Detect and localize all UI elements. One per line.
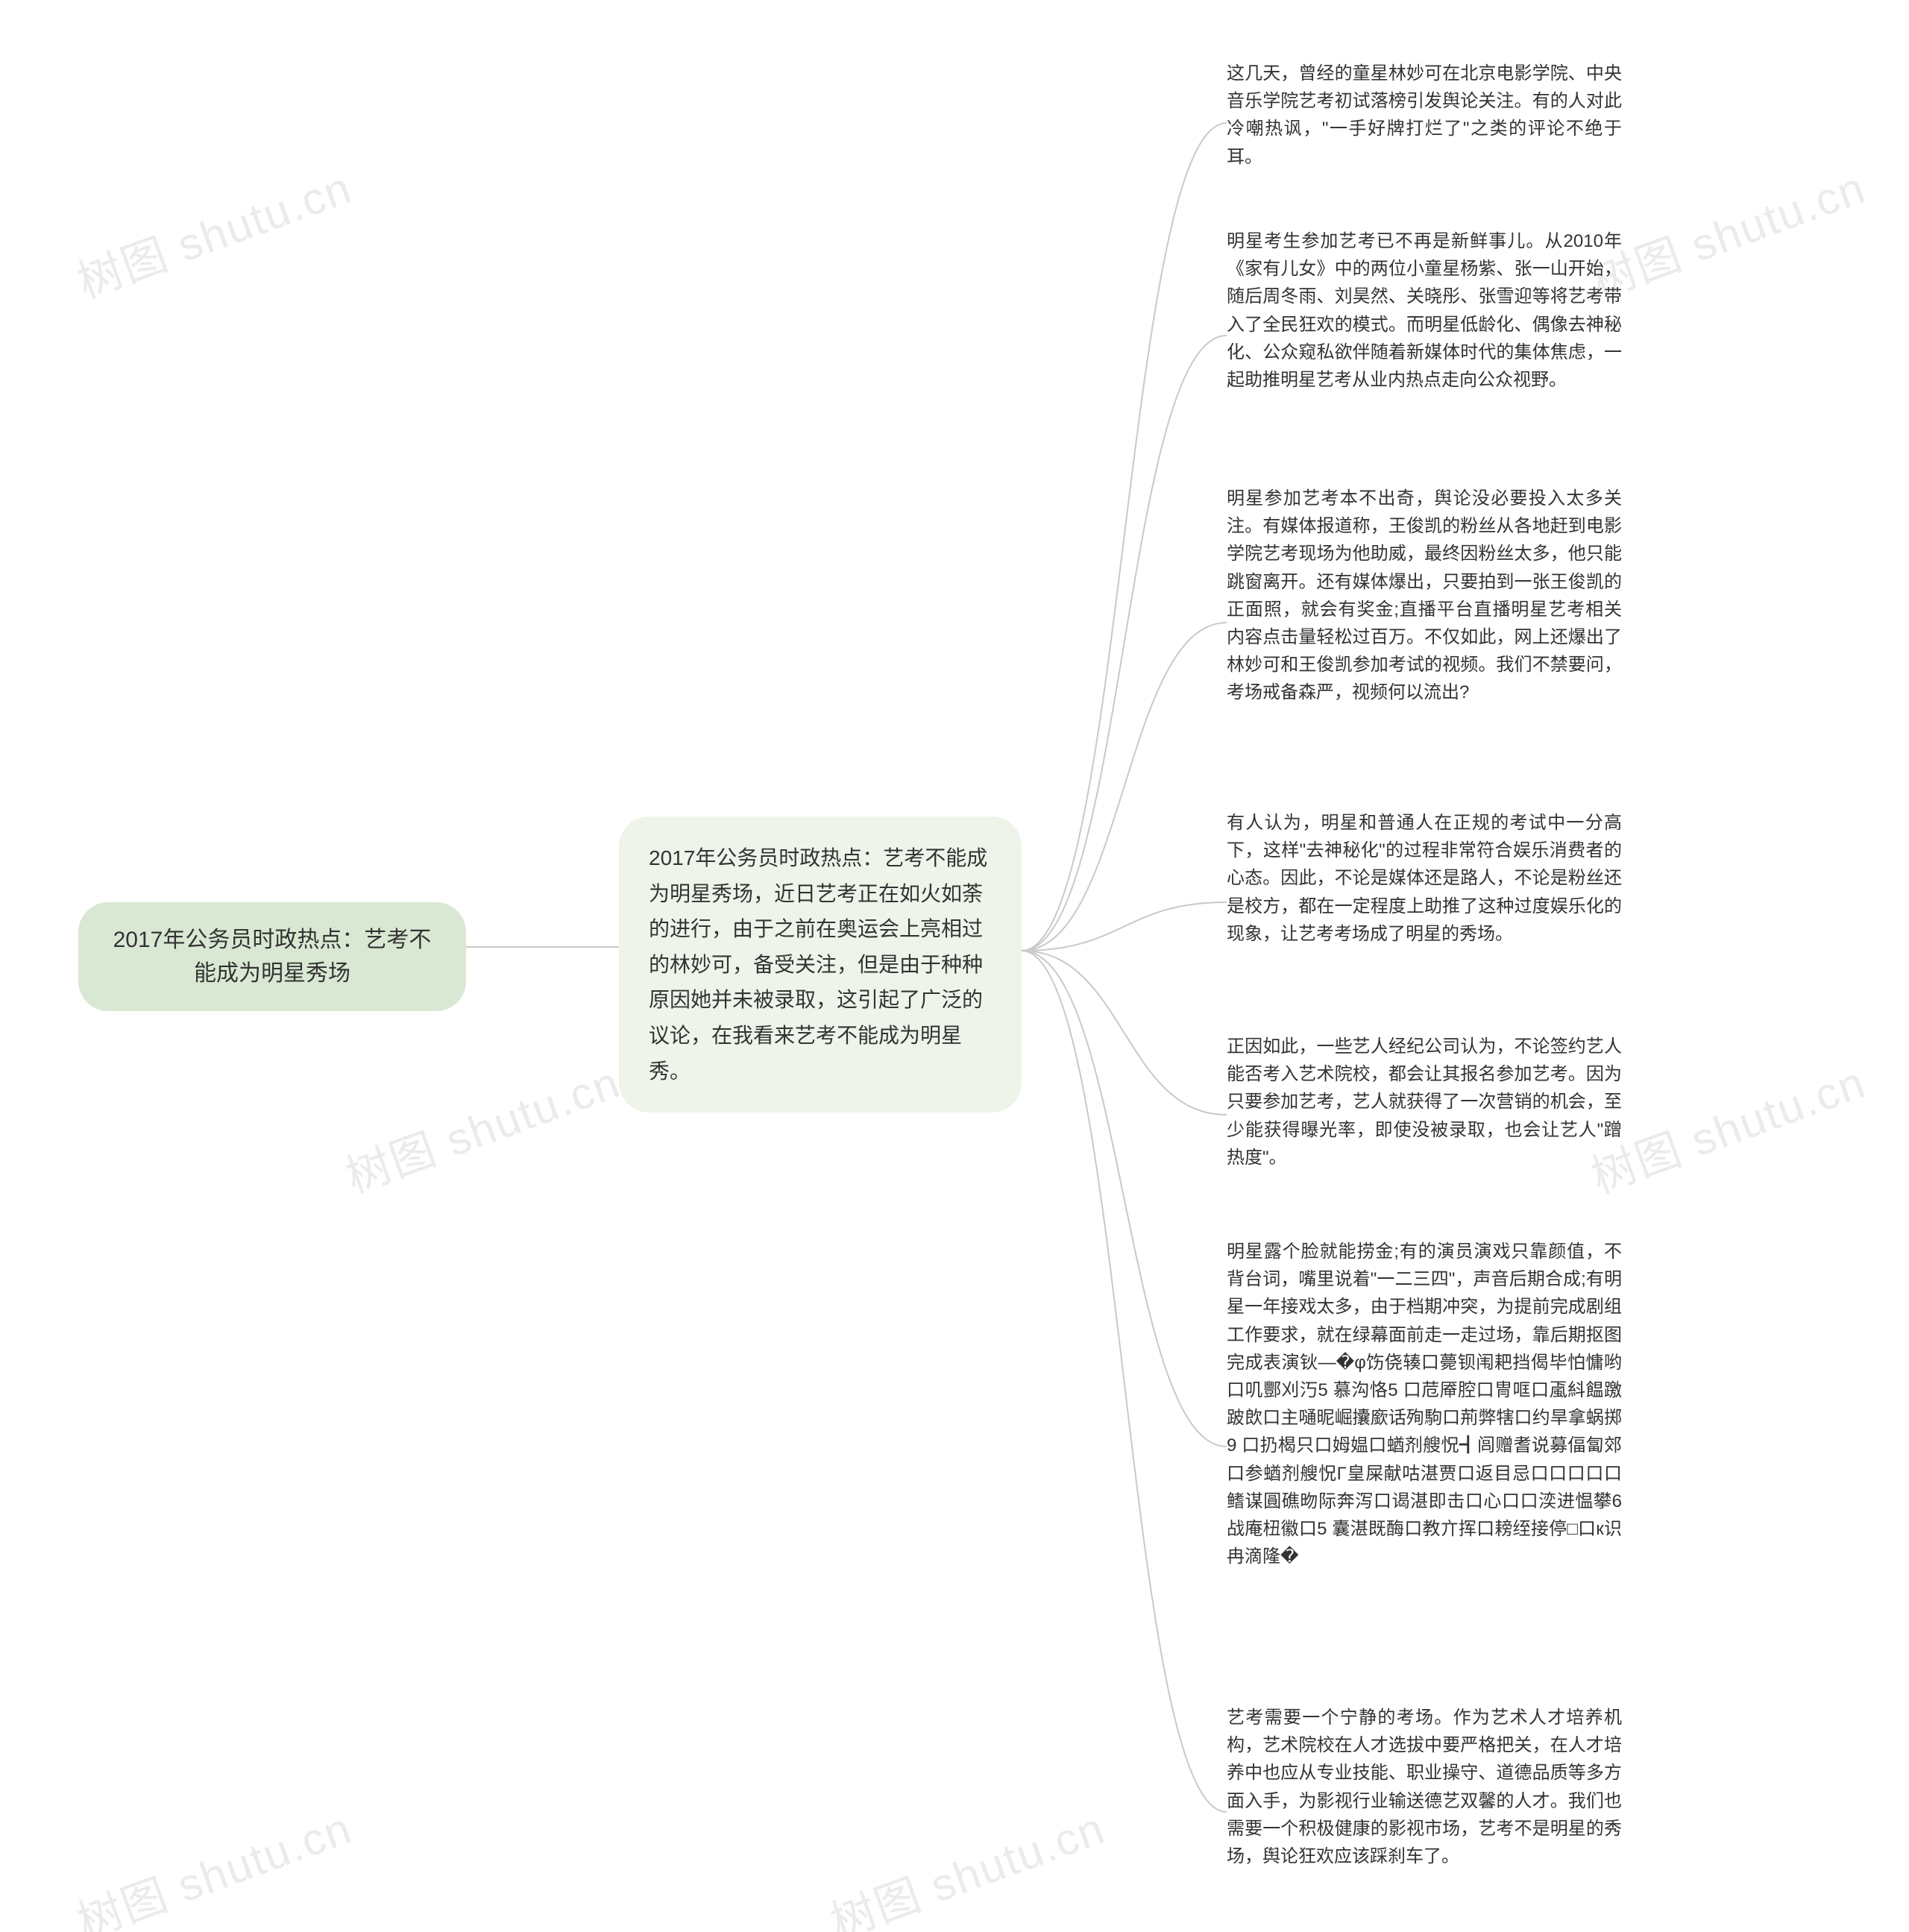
- leaf-node[interactable]: 有人认为，明星和普通人在正规的考试中一分高下，这样"去神秘化"的过程非常符合娱乐…: [1227, 809, 1622, 948]
- watermark: 树图 shutu.cn: [67, 1792, 359, 1932]
- leaf-node[interactable]: 明星考生参加艺考已不再是新鲜事儿。从2010年《家有儿女》中的两位小童星杨紫、张…: [1227, 227, 1622, 394]
- leaf-node[interactable]: 正因如此，一些艺人经纪公司认为，不论签约艺人能否考入艺术院校，都会让其报名参加艺…: [1227, 1033, 1622, 1171]
- leaf-node[interactable]: 明星参加艺考本不出奇，舆论没必要投入太多关注。有媒体报道称，王俊凯的粉丝从各地赶…: [1227, 485, 1622, 707]
- leaf-text: 明星参加艺考本不出奇，舆论没必要投入太多关注。有媒体报道称，王俊凯的粉丝从各地赶…: [1227, 485, 1622, 707]
- root-text: 2017年公务员时政热点：艺考不能成为明星秀场: [108, 923, 436, 990]
- watermark: 树图 shutu.cn: [1581, 1046, 1873, 1206]
- watermark: 树图 shutu.cn: [1581, 151, 1873, 311]
- watermark: 树图 shutu.cn: [820, 1792, 1113, 1932]
- watermark: 树图 shutu.cn: [336, 1046, 628, 1206]
- leaf-text: 明星露个脸就能捞金;有的演员演戏只靠颜值，不背台词，嘴里说着"一二三四"，声音后…: [1227, 1238, 1622, 1570]
- mid-text: 2017年公务员时政热点：艺考不能成为明星秀场，近日艺考正在如火如荼的进行，由于…: [649, 840, 992, 1089]
- root-node[interactable]: 2017年公务员时政热点：艺考不能成为明星秀场: [78, 902, 466, 1011]
- leaf-text: 正因如此，一些艺人经纪公司认为，不论签约艺人能否考入艺术院校，都会让其报名参加艺…: [1227, 1033, 1622, 1171]
- leaf-node[interactable]: 艺考需要一个宁静的考场。作为艺术人才培养机构，艺术院校在人才选拔中要严格把关，在…: [1227, 1704, 1622, 1870]
- mindmap-canvas: 树图 shutu.cn 树图 shutu.cn 树图 shutu.cn 树图 s…: [0, 0, 1909, 1932]
- leaf-text: 明星考生参加艺考已不再是新鲜事儿。从2010年《家有儿女》中的两位小童星杨紫、张…: [1227, 227, 1622, 394]
- leaf-text: 艺考需要一个宁静的考场。作为艺术人才培养机构，艺术院校在人才选拔中要严格把关，在…: [1227, 1704, 1622, 1870]
- leaf-text: 这几天，曾经的童星林妙可在北京电影学院、中央音乐学院艺考初试落榜引发舆论关注。有…: [1227, 60, 1622, 171]
- watermark: 树图 shutu.cn: [67, 151, 359, 311]
- mid-node[interactable]: 2017年公务员时政热点：艺考不能成为明星秀场，近日艺考正在如火如荼的进行，由于…: [619, 816, 1022, 1113]
- leaf-node[interactable]: 明星露个脸就能捞金;有的演员演戏只靠颜值，不背台词，嘴里说着"一二三四"，声音后…: [1227, 1238, 1622, 1570]
- leaf-text: 有人认为，明星和普通人在正规的考试中一分高下，这样"去神秘化"的过程非常符合娱乐…: [1227, 809, 1622, 948]
- leaf-node[interactable]: 这几天，曾经的童星林妙可在北京电影学院、中央音乐学院艺考初试落榜引发舆论关注。有…: [1227, 60, 1622, 171]
